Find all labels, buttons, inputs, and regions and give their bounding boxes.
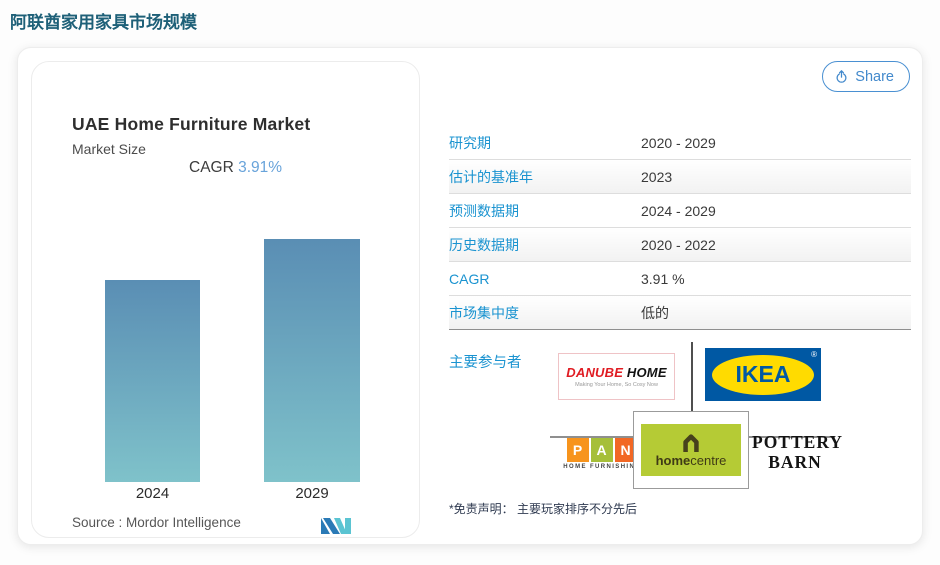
fact-value: 3.91 %	[641, 270, 685, 287]
home-centre-logo-box: homecentre	[633, 411, 749, 489]
bar-2024	[105, 280, 200, 482]
bar-label-2024: 2024	[135, 485, 170, 502]
fact-row-study-period: 研究期 2020 - 2029	[449, 126, 911, 160]
pottery-line1: POTTERY	[752, 432, 843, 452]
ikea-logo: IKEA ®	[705, 348, 821, 401]
home-centre-wordmark: homecentre	[656, 453, 727, 468]
fact-value: 2024 - 2029	[641, 202, 716, 219]
share-button[interactable]: Share	[822, 61, 910, 92]
source-text: Source : Mordor Intelligence	[72, 515, 241, 530]
chart-panel: UAE Home Furniture Market Market Size CA…	[31, 61, 420, 538]
pottery-barn-logo: POTTERY BARN	[752, 432, 843, 472]
house-icon	[683, 433, 699, 452]
fact-value: 2020 - 2022	[641, 236, 716, 253]
fact-label: 研究期	[449, 134, 491, 151]
pottery-line2: BARN	[768, 451, 822, 472]
centre-rest: centre	[690, 452, 727, 468]
registered-mark-icon: ®	[811, 349, 817, 359]
danube-tagline: Making Your Home, So Cosy Now	[575, 382, 658, 388]
ikea-ellipse: IKEA ®	[712, 350, 817, 395]
mordor-intelligence-logo	[321, 518, 351, 534]
connector-vertical-line	[691, 342, 693, 412]
pan-block-p: P	[566, 438, 589, 462]
cagr-label: CAGR	[189, 159, 234, 176]
fact-row-forecast-period: 预测数据期 2024 - 2029	[449, 194, 911, 228]
fact-label: CAGR	[449, 270, 490, 287]
fact-row-base-year: 估计的基准年 2023	[449, 160, 911, 194]
disclaimer-text: *免责声明： 主要玩家排序不分先后	[449, 502, 638, 516]
report-card: Share UAE Home Furniture Market Market S…	[17, 47, 923, 545]
fact-value: 2020 - 2029	[641, 134, 716, 151]
fact-label: 预测数据期	[449, 202, 519, 219]
bar-2029	[264, 239, 360, 482]
fact-row-historical-period: 历史数据期 2020 - 2022	[449, 228, 911, 262]
fact-value: 2023	[641, 168, 673, 185]
cagr-line: CAGR 3.91%	[189, 159, 282, 177]
facts-table: 研究期 2020 - 2029 估计的基准年 2023 预测数据期 2024 -…	[449, 126, 911, 330]
danube-home-wordmark: DANUBE HOME	[566, 365, 666, 380]
home-centre-logo: homecentre	[641, 424, 741, 476]
cagr-value: 3.91%	[238, 159, 283, 176]
bar-label-2029: 2029	[295, 485, 329, 502]
fact-label: 估计的基准年	[449, 168, 533, 185]
pan-block-a: A	[590, 438, 613, 462]
pan-subtitle: HOME FURNISHINGS	[563, 464, 647, 470]
fact-label: 市场集中度	[449, 304, 519, 321]
fact-row-cagr: CAGR 3.91 %	[449, 262, 911, 296]
fact-value: 低的	[641, 304, 669, 321]
danube-word: DANUBE	[566, 365, 624, 380]
major-players-section: 主要参与者 DANUBE HOME Making Your Home, So C…	[449, 336, 911, 501]
chart-subtitle: Market Size	[72, 141, 146, 157]
fact-label: 历史数据期	[449, 236, 519, 253]
page-title: 阿联酋家用家具市场规模	[10, 13, 197, 32]
home-word: HOME	[623, 365, 667, 380]
pan-block-n: N	[614, 438, 637, 462]
home-bold: home	[655, 452, 691, 468]
ikea-wordmark: IKEA	[735, 361, 791, 387]
share-label: Share	[855, 68, 894, 85]
share-icon	[836, 70, 847, 83]
danube-home-logo: DANUBE HOME Making Your Home, So Cosy No…	[558, 353, 675, 400]
major-players-label: 主要参与者	[449, 355, 522, 371]
fact-row-market-concentration: 市场集中度 低的	[449, 296, 911, 330]
chart-title: UAE Home Furniture Market	[72, 114, 311, 134]
